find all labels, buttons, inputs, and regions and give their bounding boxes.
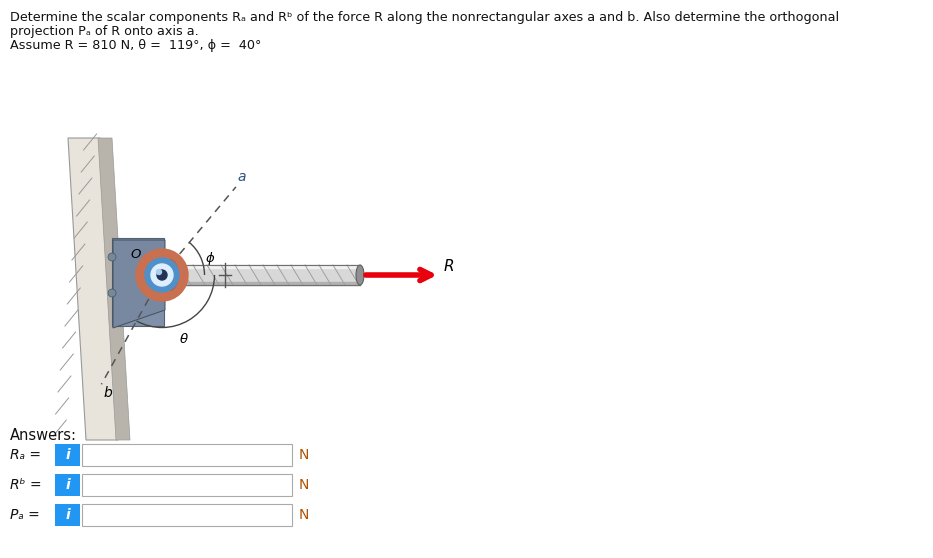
FancyBboxPatch shape <box>55 444 80 466</box>
Text: Pₐ =: Pₐ = <box>10 508 40 522</box>
Text: ϕ: ϕ <box>206 252 215 265</box>
Polygon shape <box>68 138 118 440</box>
Polygon shape <box>167 265 360 268</box>
Polygon shape <box>113 240 165 328</box>
Text: N: N <box>299 448 310 462</box>
Text: N: N <box>299 508 310 522</box>
Text: i: i <box>65 448 70 462</box>
Polygon shape <box>98 138 130 440</box>
FancyBboxPatch shape <box>55 474 80 496</box>
Circle shape <box>157 270 167 280</box>
Circle shape <box>136 249 188 301</box>
Text: θ: θ <box>180 333 188 346</box>
Text: R: R <box>444 259 454 274</box>
Polygon shape <box>167 265 360 285</box>
Text: b: b <box>104 386 112 400</box>
Ellipse shape <box>161 259 179 291</box>
Text: Determine the scalar components Rₐ and Rᵇ of the force R along the nonrectangula: Determine the scalar components Rₐ and R… <box>10 11 839 24</box>
FancyBboxPatch shape <box>55 504 80 526</box>
Polygon shape <box>167 282 360 285</box>
FancyBboxPatch shape <box>82 504 292 526</box>
Text: Rᵇ =: Rᵇ = <box>10 478 42 492</box>
Ellipse shape <box>356 265 364 285</box>
Text: i: i <box>65 508 70 522</box>
Polygon shape <box>112 238 164 326</box>
FancyBboxPatch shape <box>82 444 292 466</box>
Text: projection Pₐ of R onto axis a.: projection Pₐ of R onto axis a. <box>10 25 199 38</box>
Circle shape <box>108 289 116 297</box>
Circle shape <box>157 270 161 275</box>
Circle shape <box>145 258 179 292</box>
FancyBboxPatch shape <box>82 474 292 496</box>
Text: O: O <box>130 248 140 262</box>
Text: a: a <box>238 170 246 184</box>
Circle shape <box>151 264 173 286</box>
Text: i: i <box>65 478 70 492</box>
Text: Answers:: Answers: <box>10 428 77 443</box>
Text: Assume R = 810 N, θ =  119°, ϕ =  40°: Assume R = 810 N, θ = 119°, ϕ = 40° <box>10 39 261 52</box>
Text: N: N <box>299 478 310 492</box>
Text: Rₐ =: Rₐ = <box>10 448 41 462</box>
Circle shape <box>108 253 116 261</box>
